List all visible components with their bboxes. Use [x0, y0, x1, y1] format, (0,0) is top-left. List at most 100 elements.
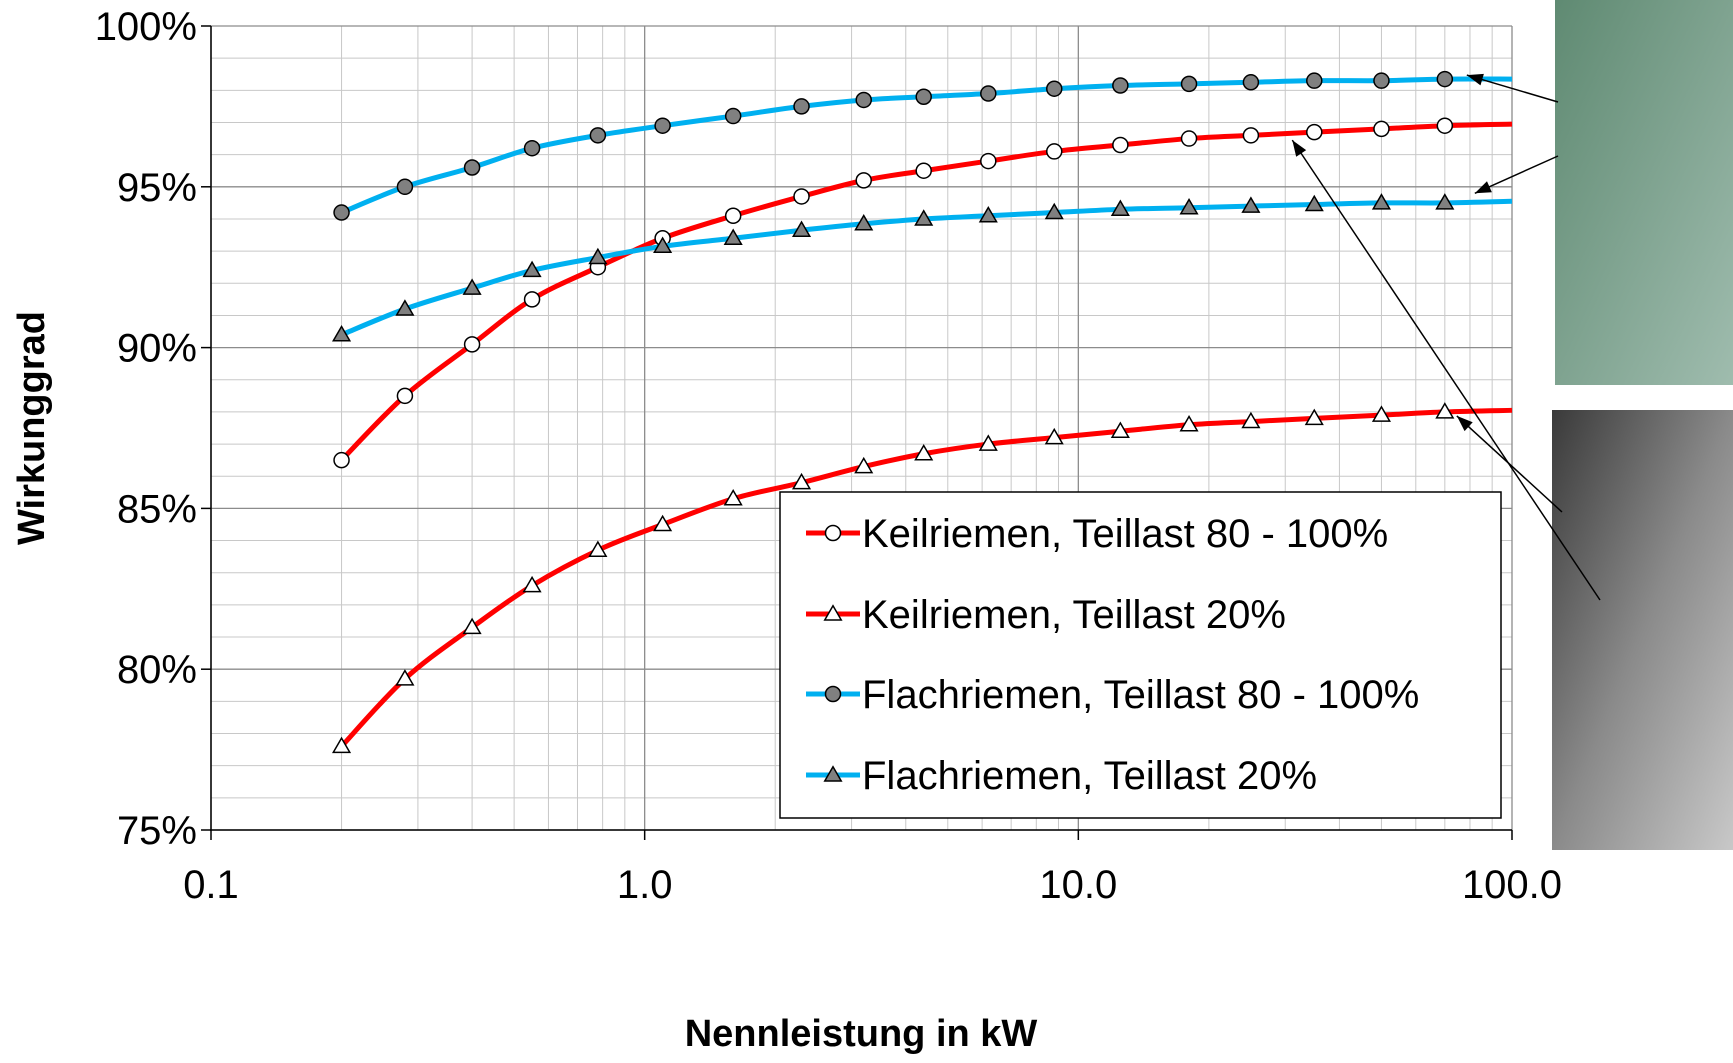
annotation-arrows: [1291, 73, 1601, 601]
legend-label-3: Flachriemen, Teillast 20%: [862, 754, 1317, 798]
x-axis-title: Nennleistung in kW: [685, 1013, 1038, 1055]
legend-label-1: Keilriemen, Teillast 20%: [862, 593, 1286, 637]
data-point: [1373, 120, 1390, 138]
data-point: [915, 162, 932, 179]
axes: [201, 25, 1513, 840]
data-point: [1044, 202, 1064, 220]
photo-v-belt: [1552, 410, 1733, 850]
data-point: [1435, 193, 1455, 210]
data-point: [855, 172, 872, 189]
data-point: [333, 451, 350, 469]
data-point: [1304, 194, 1324, 212]
series-3: [331, 193, 1513, 342]
data-point: [723, 228, 743, 245]
data-point: [396, 387, 414, 405]
data-point: [589, 127, 607, 144]
legend-marker-1: [823, 604, 843, 621]
data-point: [331, 324, 352, 342]
data-point: [1179, 197, 1199, 215]
data-point: [980, 85, 997, 102]
data-point: [395, 299, 415, 316]
data-point: [1044, 427, 1064, 445]
data-point: [1306, 72, 1323, 89]
data-point: [1046, 80, 1063, 97]
series-layer: [331, 70, 1513, 754]
y-tick-label: 95%: [117, 166, 197, 210]
y-tick-label: 85%: [117, 487, 197, 531]
y-tick-label: 100%: [95, 5, 197, 49]
data-point: [724, 207, 742, 224]
legend: Keilriemen, Teillast 80 - 100% Keilriemen…: [779, 491, 1502, 819]
data-point: [1110, 421, 1130, 438]
tick-labels: 75% 80% 85% 90% 95% 100% 0.1 1.0 10.0 100.0: [95, 5, 1562, 907]
data-point: [462, 278, 482, 295]
data-point: [333, 204, 350, 221]
legend-label-2: Flachriemen, Teillast 80 - 100%: [862, 673, 1419, 717]
y-tick-label: 75%: [117, 809, 197, 853]
data-point: [523, 139, 541, 157]
y-axis-title: Wirkunggrad: [11, 311, 53, 545]
series-2: [333, 70, 1513, 221]
data-point: [1371, 405, 1392, 422]
arrow-v-belt-full-load-head: [1292, 140, 1307, 157]
data-point: [724, 107, 742, 125]
series-0: [333, 117, 1513, 469]
data-point: [653, 236, 673, 254]
data-point: [1436, 70, 1454, 88]
data-point: [1180, 75, 1198, 93]
data-point: [1112, 136, 1129, 154]
data-point: [1179, 415, 1199, 432]
x-tick-label: 1.0: [617, 863, 673, 907]
data-point: [331, 736, 352, 754]
data-point: [463, 159, 481, 176]
data-point: [522, 260, 542, 278]
legend-label-0: Keilriemen, Teillast 80 - 100%: [862, 512, 1388, 556]
x-tick-label: 10.0: [1039, 863, 1117, 907]
data-point: [793, 98, 810, 115]
data-point: [588, 540, 608, 557]
arrow-flat-belt-partial-load-head: [1474, 181, 1492, 194]
arrow-v-belt-partial-load-head: [1456, 415, 1473, 432]
data-point: [463, 336, 481, 353]
data-point: [978, 205, 998, 223]
arrow-v-belt-full-load: [1291, 139, 1601, 601]
legend-box: [779, 491, 1502, 819]
x-tick-label: 100.0: [1462, 863, 1562, 907]
data-point: [855, 91, 872, 109]
data-point: [854, 456, 874, 474]
series-1: [331, 402, 1513, 754]
data-point: [978, 434, 998, 451]
data-point: [791, 220, 812, 237]
data-point: [791, 472, 812, 490]
data-point: [396, 178, 414, 196]
photo-flat-belt: [1555, 0, 1733, 385]
data-point: [462, 617, 482, 635]
data-point: [1436, 117, 1454, 134]
data-point: [1306, 123, 1323, 141]
legend-marker-3: [823, 765, 843, 782]
data-point: [915, 88, 932, 106]
data-point: [1110, 199, 1130, 217]
y-tick-label: 80%: [117, 648, 197, 692]
data-point: [854, 214, 874, 231]
arrow-flat-belt-full-load-head: [1466, 73, 1484, 86]
data-point: [914, 443, 934, 461]
data-point: [1435, 402, 1455, 419]
data-point: [980, 152, 997, 170]
data-point: [1242, 74, 1260, 91]
data-point: [522, 575, 542, 593]
data-point: [1046, 143, 1063, 160]
data-point: [1241, 411, 1261, 429]
data-point: [395, 669, 415, 686]
y-tick-label: 90%: [117, 327, 197, 371]
data-point: [588, 247, 608, 265]
data-point: [1112, 77, 1129, 94]
data-point: [1180, 130, 1198, 147]
data-point: [1304, 408, 1324, 426]
data-point: [723, 488, 743, 506]
data-point: [1373, 72, 1390, 89]
x-tick-label: 0.1: [183, 863, 239, 907]
data-point: [793, 188, 810, 205]
data-point: [914, 209, 934, 226]
